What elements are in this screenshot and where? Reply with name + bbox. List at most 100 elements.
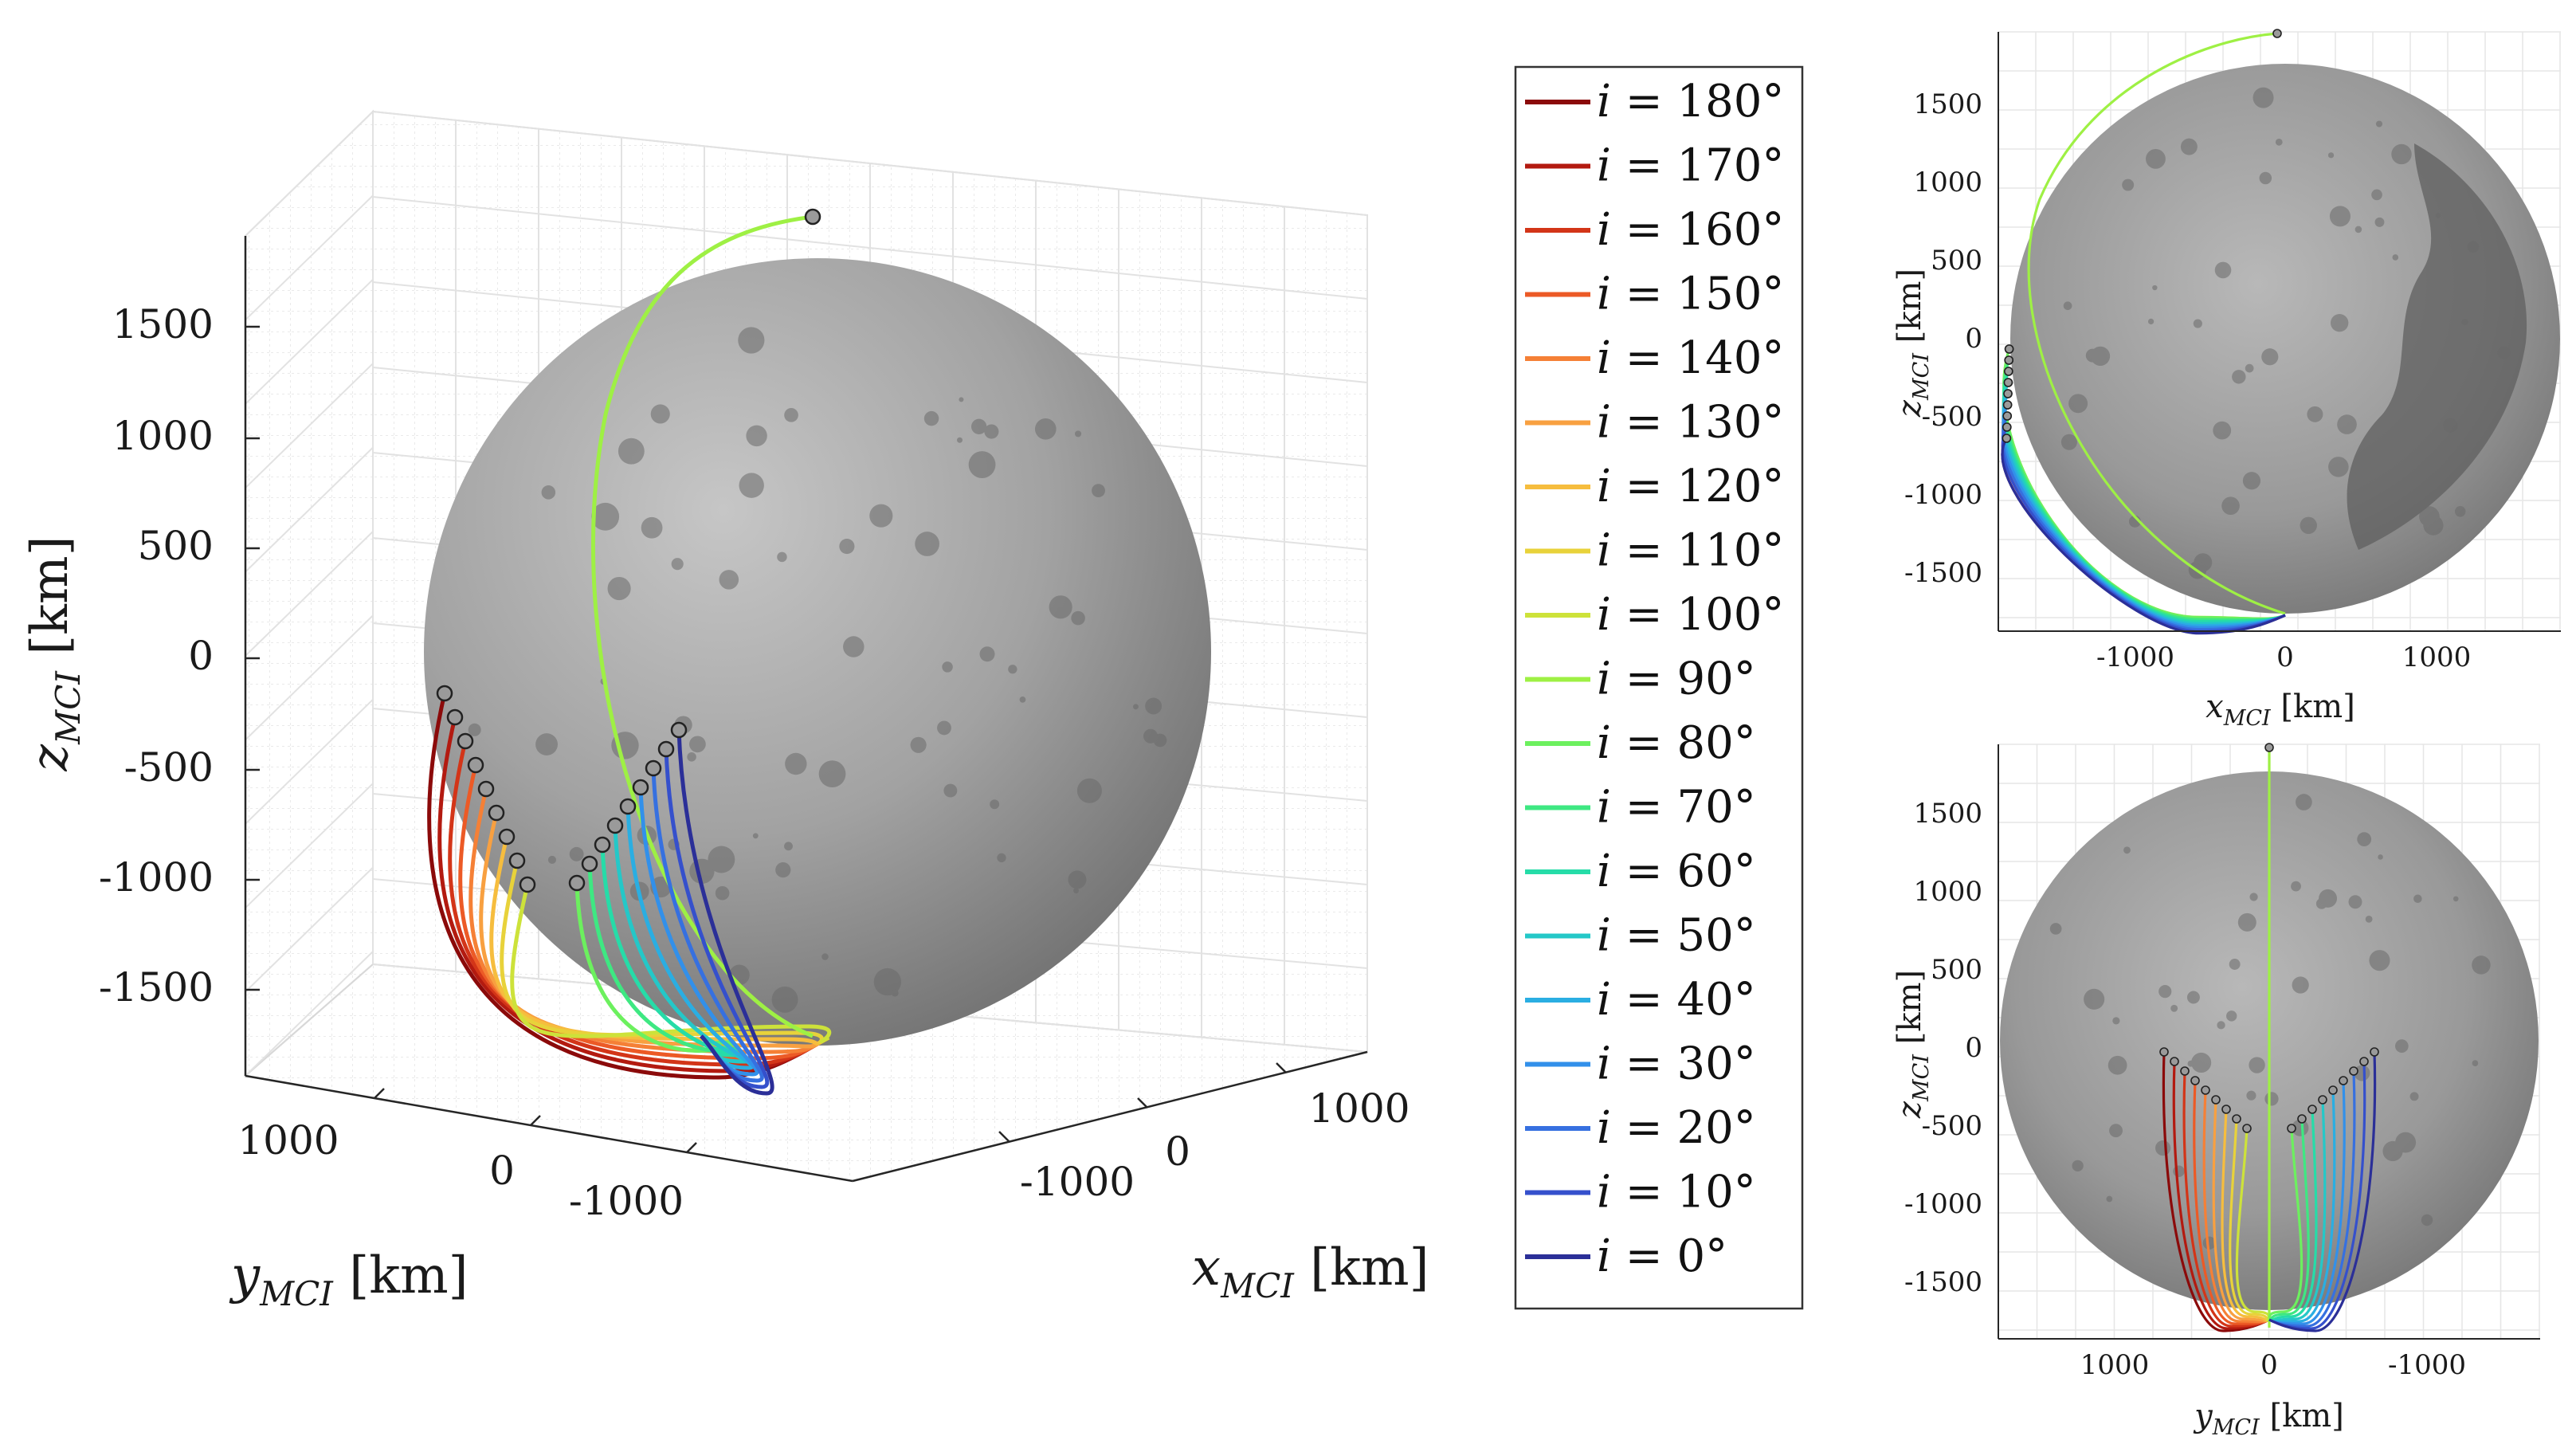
crater: [2423, 515, 2444, 536]
x-axis-unit: [km]: [1294, 1238, 1429, 1297]
crater: [2237, 912, 2256, 932]
crater: [2327, 152, 2335, 159]
crater: [547, 855, 556, 865]
start-marker: [2003, 389, 2013, 398]
start-marker: [2002, 400, 2013, 410]
crater: [2072, 1160, 2084, 1171]
y-tick-label: -1500: [1904, 557, 1982, 589]
svg-text:zMCI [km]: zMCI [km]: [1892, 970, 1934, 1119]
start-marker: [2297, 1114, 2307, 1124]
start-marker: [2318, 1095, 2327, 1105]
crater: [2187, 1060, 2194, 1067]
grid-line: [245, 194, 374, 321]
start-marker: [2003, 378, 2013, 387]
crater: [1132, 704, 1139, 710]
crater: [752, 833, 759, 839]
legend-label: i = 160°: [1597, 204, 1784, 256]
crater: [2253, 87, 2274, 108]
start-marker: [2339, 1076, 2348, 1085]
x-tick-labels-3d: -1000 0 1000: [1020, 1085, 1410, 1205]
crater: [2229, 959, 2241, 970]
legend-label: i = 30°: [1597, 1038, 1756, 1090]
start-marker: [2170, 1057, 2179, 1066]
moon-xz-mare: [2347, 143, 2527, 550]
trajectory-100: [510, 884, 832, 1044]
panel-xz-view: 1500 1000 500 0 -500 -1000 -1500 -1000 0…: [1892, 29, 2561, 731]
crater: [2461, 319, 2468, 326]
crater: [979, 646, 995, 662]
z-tick-label: -500: [124, 744, 214, 791]
z-axis-subscript: MCI: [49, 670, 88, 745]
trajectory-160: [448, 740, 830, 1067]
crater: [2246, 1090, 2256, 1101]
y-axis-line: [245, 1074, 853, 1183]
crater: [2307, 406, 2323, 422]
crater: [1068, 870, 1087, 889]
trajectory-yz-130: [2212, 1099, 2270, 1323]
legend-label: i = 10°: [1597, 1167, 1756, 1218]
start-marker: [2002, 434, 2012, 443]
panel-yz-view: 1500 1000 500 0 -500 -1000 -1500 1000 0 …: [1892, 743, 2540, 1440]
crater: [784, 407, 798, 422]
legend-label: i = 20°: [1597, 1102, 1756, 1154]
x-tick-label: 0: [2276, 642, 2294, 673]
y-tick-label: 0: [1965, 1032, 1982, 1064]
start-marker: [2004, 355, 2013, 365]
y-tick: [686, 1142, 697, 1153]
crater: [2413, 894, 2422, 904]
crater: [1034, 418, 1057, 440]
grid-line: [245, 531, 374, 657]
crater: [2394, 1039, 2409, 1053]
crater: [2409, 1092, 2419, 1101]
crater: [2292, 1119, 2309, 1136]
crater: [738, 327, 765, 354]
grid-line: [245, 699, 374, 825]
crater: [923, 410, 939, 426]
start-marker: [498, 828, 516, 846]
crater: [2158, 985, 2172, 999]
x-tick-label: -1000: [2388, 1349, 2466, 1381]
svg-text:zMCI [km]: zMCI [km]: [21, 536, 88, 771]
start-marker: [632, 779, 649, 796]
crater: [715, 885, 730, 901]
grid-line: [245, 446, 374, 573]
crater: [2497, 346, 2511, 359]
trajectory-yz-150: [2193, 1080, 2270, 1325]
start-marker: [2349, 1066, 2358, 1076]
crater: [2214, 261, 2232, 279]
crater: [468, 723, 481, 736]
svg-text:zMCI [km]: zMCI [km]: [1892, 269, 1934, 418]
start-marker: [2211, 1095, 2221, 1105]
grid-line: [245, 951, 374, 1077]
crater: [618, 438, 645, 465]
crater: [2242, 472, 2261, 490]
y-tick-label: -1500: [1904, 1266, 1982, 1298]
x-tick-label: -1000: [2096, 642, 2174, 673]
crater: [2249, 1057, 2265, 1073]
crater: [2300, 516, 2317, 535]
start-marker: [2328, 1085, 2338, 1095]
x-tick: [998, 1131, 1010, 1142]
x-axis-subscript: MCI: [1220, 1266, 1295, 1305]
trajectories-3d: [427, 208, 832, 1096]
start-marker: [2190, 1076, 2200, 1085]
crater: [2123, 846, 2131, 854]
trajectory-xz-90: [2027, 32, 2286, 615]
legend-label: i = 50°: [1597, 910, 1756, 962]
start-marker: [2159, 1047, 2169, 1057]
crater: [689, 736, 706, 753]
crater: [2170, 1004, 2178, 1012]
crater: [2106, 1195, 2113, 1203]
start-marker: [457, 732, 474, 750]
crater: [956, 437, 963, 443]
start-marker: [508, 852, 526, 869]
crater: [2084, 988, 2105, 1010]
y-tick-label: 1500: [1913, 88, 1982, 120]
crater: [2371, 189, 2382, 201]
crater: [2337, 414, 2357, 434]
z-tick-label: -1000: [99, 854, 214, 901]
crater: [2421, 1214, 2433, 1226]
trajectory-150: [458, 764, 830, 1061]
moon-3d: [424, 258, 1211, 1046]
